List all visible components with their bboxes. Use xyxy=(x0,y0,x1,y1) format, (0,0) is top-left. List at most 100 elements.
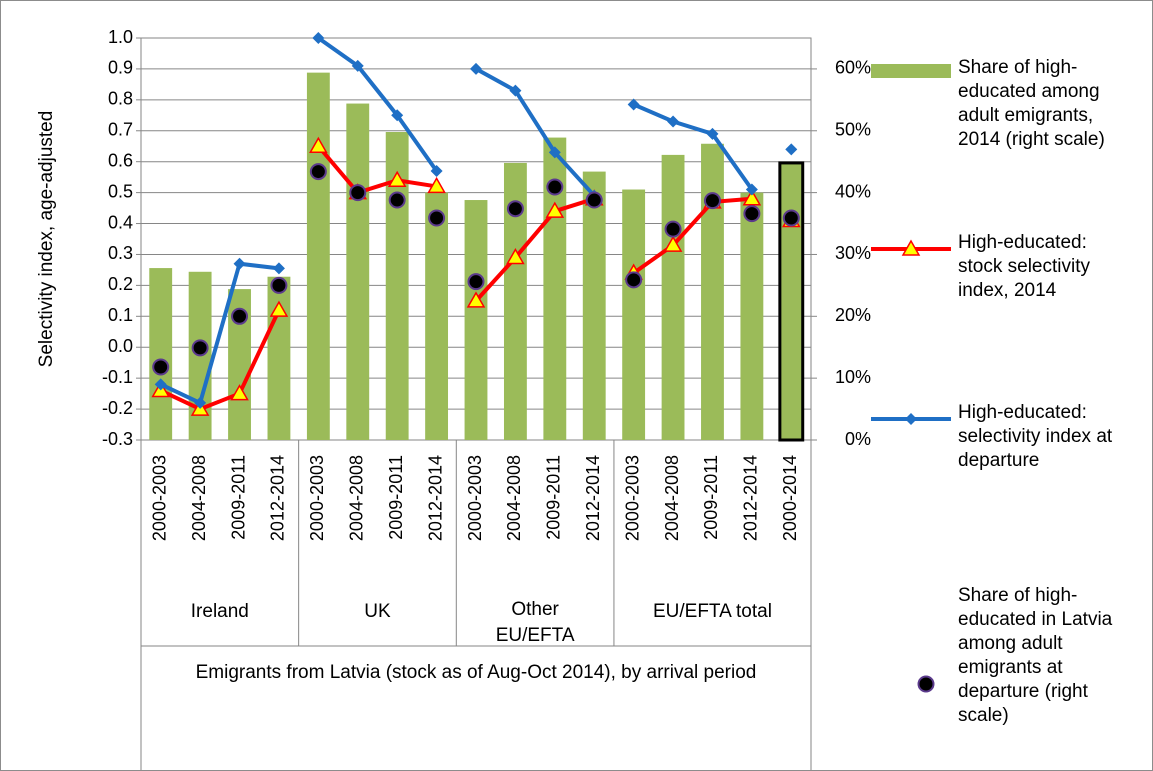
line-segment xyxy=(159,261,280,406)
y-tick-label: 0.8 xyxy=(108,89,133,109)
marker xyxy=(351,59,364,72)
marker xyxy=(470,62,482,75)
marker xyxy=(391,109,404,122)
marker xyxy=(742,189,762,206)
line-segment xyxy=(475,67,596,198)
y-tick-label: 0.4 xyxy=(108,212,133,232)
marker xyxy=(230,384,249,401)
x-tick-label: 2000-2003 xyxy=(465,455,485,541)
x-tick-label: 2004-2008 xyxy=(504,455,524,541)
legend-label: Share of high-educated among adult emigr… xyxy=(958,57,1105,150)
marker xyxy=(309,163,327,181)
line-segment xyxy=(317,36,439,173)
bar xyxy=(464,200,488,440)
x-tick-label: 2009-2011 xyxy=(544,455,564,540)
legend-marker xyxy=(901,239,921,256)
marker xyxy=(506,248,525,265)
x-tick-label: 2012-2014 xyxy=(268,455,288,541)
y2-tick-label: 50% xyxy=(835,120,871,140)
marker xyxy=(625,271,643,289)
x-tick-label: 2000-2003 xyxy=(307,455,327,541)
marker xyxy=(152,358,170,376)
marker xyxy=(191,339,209,357)
bar xyxy=(503,162,527,440)
marker xyxy=(309,136,328,153)
x-tick-label: 2009-2011 xyxy=(228,455,248,540)
line-segment xyxy=(632,102,754,191)
bar xyxy=(149,268,173,440)
x-tick-label: 2004-2008 xyxy=(662,455,682,541)
group-label: Ireland xyxy=(190,601,249,622)
y-tick-label: 0.5 xyxy=(108,181,133,201)
legend-swatch xyxy=(871,64,951,78)
y-tick-label: -0.1 xyxy=(102,367,133,387)
line-segment xyxy=(474,196,595,303)
y2-tick-label: 0% xyxy=(845,429,871,449)
y-tick-label: 0.3 xyxy=(108,243,133,263)
x-tick-label: 2000-2003 xyxy=(622,455,642,541)
x-tick-label: 2000-2003 xyxy=(149,455,169,541)
marker xyxy=(506,200,524,218)
y2-tick-label: 10% xyxy=(835,367,871,387)
line-segment xyxy=(159,309,281,412)
marker xyxy=(703,192,721,210)
bar xyxy=(346,103,370,441)
marker xyxy=(194,396,207,409)
y2-tick-label: 60% xyxy=(835,58,871,78)
marker xyxy=(430,164,443,177)
legend-marker xyxy=(917,675,935,693)
bar xyxy=(740,192,764,440)
legend-marker xyxy=(905,413,917,425)
bar xyxy=(425,192,449,440)
y-tick-label: 1.0 xyxy=(108,27,133,47)
marker xyxy=(706,127,719,140)
marker xyxy=(745,183,758,196)
y-tick-label: -0.2 xyxy=(102,398,133,418)
x-tick-label: 2012-2014 xyxy=(425,455,445,541)
bar xyxy=(661,154,685,441)
y-tick-label: -0.3 xyxy=(102,429,133,449)
marker xyxy=(466,291,486,308)
group-label: UK xyxy=(364,601,391,622)
marker xyxy=(743,205,761,223)
y2-tick-label: 20% xyxy=(835,305,871,325)
x-tick-label: 2000-2014 xyxy=(780,455,800,541)
line-segment xyxy=(632,196,753,275)
marker xyxy=(427,176,446,194)
y-tick-label: 0.9 xyxy=(108,58,133,78)
bar xyxy=(701,143,724,440)
marker xyxy=(154,378,167,391)
x-tick-label: 2012-2014 xyxy=(741,455,761,541)
legend-label: High-educated: selectivity index at depa… xyxy=(958,402,1113,471)
marker xyxy=(545,201,565,218)
marker xyxy=(782,209,800,227)
marker xyxy=(269,300,289,317)
group-label: Other EU/EFTA xyxy=(495,599,575,646)
bar xyxy=(622,189,646,440)
marker xyxy=(546,178,564,196)
marker xyxy=(270,276,288,294)
marker xyxy=(349,184,367,202)
x-tick-label: 2004-2008 xyxy=(189,455,209,541)
bar xyxy=(582,171,606,440)
x-tick-label: 2009-2011 xyxy=(386,455,406,540)
marker xyxy=(387,170,407,187)
y-tick-label: 0.0 xyxy=(108,336,133,356)
y2-tick-label: 30% xyxy=(835,243,871,263)
marker xyxy=(231,307,249,325)
marker xyxy=(667,115,680,128)
x-tick-label: 2012-2014 xyxy=(583,455,603,541)
marker xyxy=(664,220,682,238)
y-axis-title: Selectivity index, age-adjusted xyxy=(36,111,57,368)
marker xyxy=(272,262,285,275)
x-axis-title: Emigrants from Latvia (stock as of Aug-O… xyxy=(195,662,757,683)
legend-label: Share of high-educated in Latvia among a… xyxy=(958,585,1113,726)
marker xyxy=(785,143,798,156)
y-tick-label: 0.7 xyxy=(108,120,133,140)
x-tick-label: 2004-2008 xyxy=(347,455,367,541)
y-tick-label: 0.6 xyxy=(108,150,133,170)
marker xyxy=(627,98,640,111)
line-segment xyxy=(316,144,437,195)
marker xyxy=(312,32,325,44)
